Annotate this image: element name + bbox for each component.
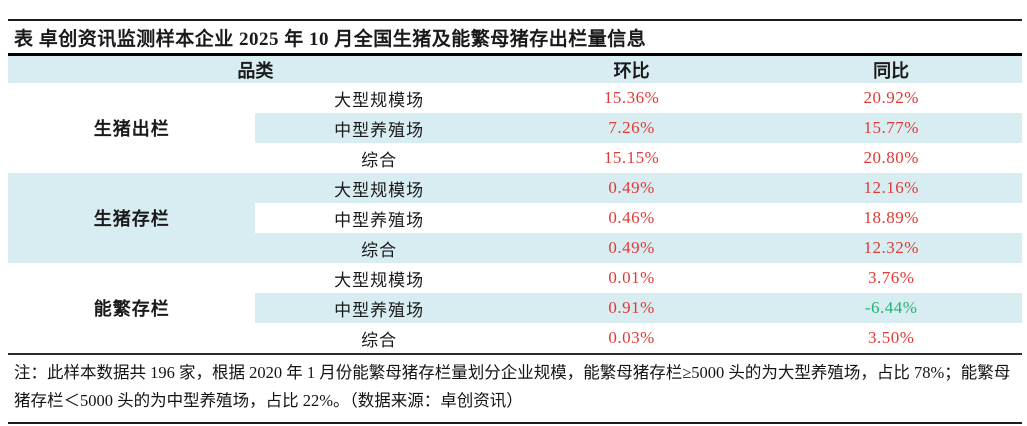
column-header-category: 品类	[237, 60, 274, 81]
table-row: 综合 0.03% 3.50%	[8, 323, 1022, 353]
table-row: 能繁存栏 大型规模场 0.01% 3.76%	[8, 263, 1022, 353]
scope-label: 综合	[361, 240, 398, 260]
livestock-stats-table: 品类 环比 同比 生猪出栏 大型规模场 15.36% 20.92% 中型养殖场 …	[8, 56, 1022, 353]
yoy-value: 12.32%	[863, 238, 919, 257]
mom-value: 0.01%	[608, 268, 655, 287]
table-frame: 表 卓创资讯监测样本企业 2025 年 10 月全国生猪及能繁母猪存出栏量信息 …	[8, 19, 1022, 424]
group-label-sow-inventory: 能繁存栏	[8, 263, 256, 353]
yoy-value: 20.92%	[863, 88, 919, 107]
table-row: 综合 15.15% 20.80%	[8, 143, 1022, 173]
yoy-value: 3.50%	[867, 328, 915, 347]
scope-label: 大型规模场	[334, 270, 425, 290]
mom-value: 0.46%	[608, 208, 655, 227]
scope-label: 中型养殖场	[334, 120, 425, 140]
mom-value: 15.36%	[603, 88, 660, 107]
table-body: 生猪出栏 大型规模场 15.36% 20.92% 中型养殖场 7.26% 15.…	[8, 83, 1022, 353]
yoy-value: 15.77%	[863, 118, 919, 137]
yoy-value: 18.89%	[863, 208, 919, 227]
scope-label: 综合	[361, 330, 398, 350]
scope-label: 大型规模场	[334, 180, 425, 200]
mom-value: 15.15%	[603, 148, 660, 167]
scope-label: 综合	[361, 150, 398, 170]
scope-label: 大型规模场	[334, 90, 425, 110]
scope-label: 中型养殖场	[334, 210, 425, 230]
mom-value: 7.26%	[608, 118, 655, 137]
table-title: 表 卓创资讯监测样本企业 2025 年 10 月全国生猪及能繁母猪存出栏量信息	[8, 21, 1022, 56]
footnote: 注：此样本数据共 196 家，根据 2020 年 1 月份能繁母猪存栏量划分企业…	[8, 353, 1022, 422]
mom-value: 0.03%	[608, 328, 655, 347]
table-row: 中型养殖场 0.46% 18.89%	[8, 203, 1022, 233]
mom-value: 0.49%	[608, 178, 655, 197]
yoy-value: 12.16%	[863, 178, 919, 197]
column-header-yoy: 同比	[873, 60, 910, 81]
yoy-value: -6.44%	[864, 298, 918, 317]
yoy-value: 3.76%	[867, 268, 915, 287]
mom-value: 0.91%	[608, 298, 655, 317]
yoy-value: 20.80%	[863, 148, 919, 167]
mom-value: 0.49%	[608, 238, 655, 257]
table-header: 品类 环比 同比	[8, 56, 1022, 83]
header-row: 品类 环比 同比	[8, 56, 1022, 83]
column-header-mom: 环比	[613, 60, 650, 81]
group-label-pig-slaughter: 生猪出栏	[8, 83, 256, 173]
group-label-pig-inventory: 生猪存栏	[8, 173, 256, 263]
table-row: 生猪出栏 大型规模场 15.36% 20.92%	[8, 83, 1022, 173]
scope-label: 中型养殖场	[334, 300, 425, 320]
table-row: 生猪存栏 大型规模场 0.49% 12.16%	[8, 173, 1022, 263]
